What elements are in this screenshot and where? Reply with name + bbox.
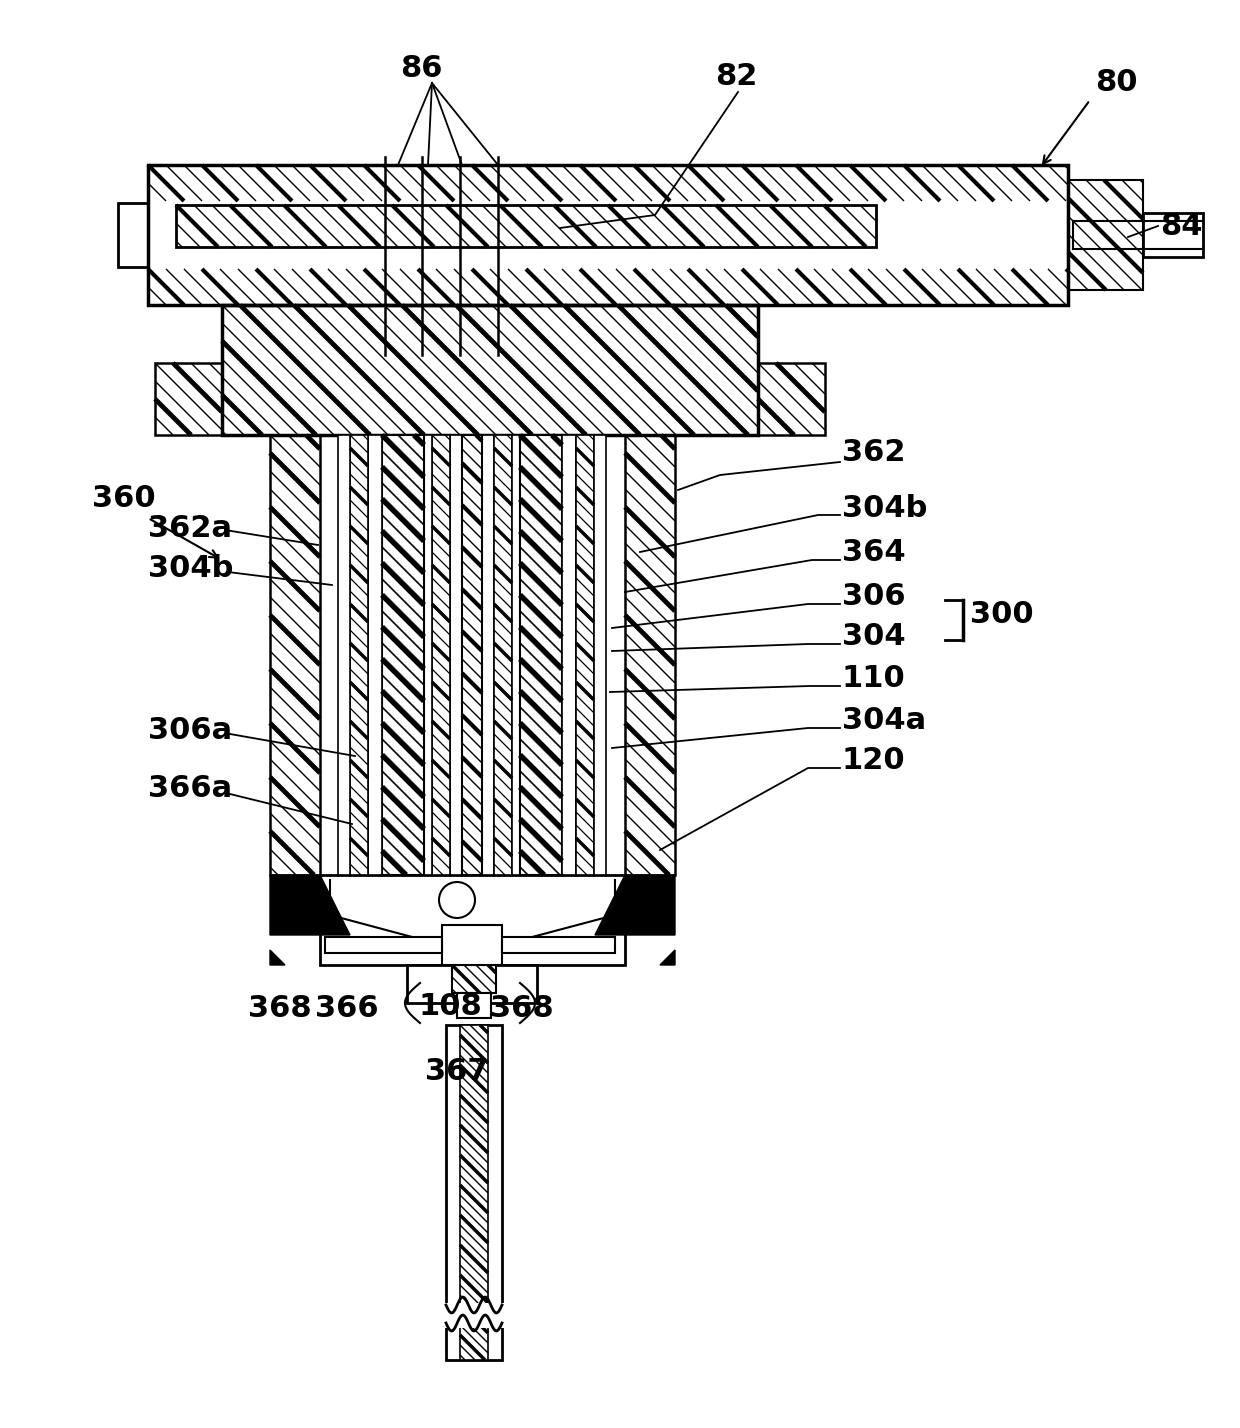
Text: 364: 364: [842, 537, 905, 567]
Text: 120: 120: [842, 745, 905, 774]
Polygon shape: [595, 875, 675, 935]
Text: 110: 110: [842, 664, 905, 693]
Bar: [460, 1025, 489, 1359]
Text: 300: 300: [970, 600, 1034, 628]
Text: 304a: 304a: [842, 705, 926, 734]
Bar: [463, 436, 482, 875]
Bar: [482, 436, 494, 875]
Bar: [148, 268, 1068, 306]
Text: 306: 306: [842, 581, 905, 611]
Bar: [458, 992, 491, 1018]
Bar: [520, 436, 562, 875]
Text: 84: 84: [1159, 211, 1203, 240]
Bar: [432, 436, 450, 875]
Bar: [407, 965, 537, 1002]
Text: 367: 367: [425, 1058, 489, 1087]
Text: 368: 368: [248, 994, 311, 1022]
Bar: [441, 925, 502, 965]
Bar: [758, 363, 825, 436]
Text: 360: 360: [92, 484, 156, 513]
Bar: [222, 306, 758, 436]
Bar: [1143, 213, 1203, 257]
Bar: [562, 436, 577, 875]
Bar: [148, 166, 1068, 201]
Bar: [350, 436, 368, 875]
Bar: [155, 363, 222, 436]
Bar: [577, 436, 594, 875]
Bar: [1068, 180, 1143, 290]
Bar: [320, 875, 625, 965]
Text: 362: 362: [842, 437, 905, 467]
Bar: [118, 203, 148, 267]
Bar: [176, 206, 875, 247]
Text: 366a: 366a: [148, 774, 232, 803]
Text: 306a: 306a: [148, 715, 232, 744]
Bar: [502, 937, 615, 952]
Polygon shape: [660, 950, 675, 965]
Bar: [339, 436, 350, 875]
Polygon shape: [270, 950, 285, 965]
Bar: [494, 436, 512, 875]
Bar: [325, 937, 441, 952]
Polygon shape: [270, 875, 350, 935]
Text: 82: 82: [715, 61, 758, 90]
Text: 304b: 304b: [148, 554, 233, 583]
Circle shape: [439, 883, 475, 918]
Text: 86: 86: [401, 53, 443, 83]
Bar: [222, 306, 758, 436]
Text: 304: 304: [842, 621, 905, 651]
Bar: [594, 436, 606, 875]
Text: 108: 108: [418, 991, 482, 1021]
Text: 362a: 362a: [148, 514, 232, 543]
Bar: [625, 436, 675, 875]
Bar: [148, 166, 1068, 306]
Bar: [453, 965, 496, 992]
Bar: [270, 436, 320, 875]
Bar: [424, 436, 432, 875]
Text: 304b: 304b: [842, 494, 928, 523]
Text: 366: 366: [315, 994, 378, 1022]
Text: 368: 368: [490, 994, 553, 1022]
Bar: [450, 436, 463, 875]
Text: 80: 80: [1095, 67, 1137, 97]
Bar: [368, 436, 382, 875]
Bar: [446, 1025, 502, 1359]
Bar: [148, 201, 1068, 268]
Bar: [320, 436, 625, 875]
Bar: [512, 436, 520, 875]
Bar: [382, 436, 424, 875]
Bar: [444, 1302, 503, 1328]
